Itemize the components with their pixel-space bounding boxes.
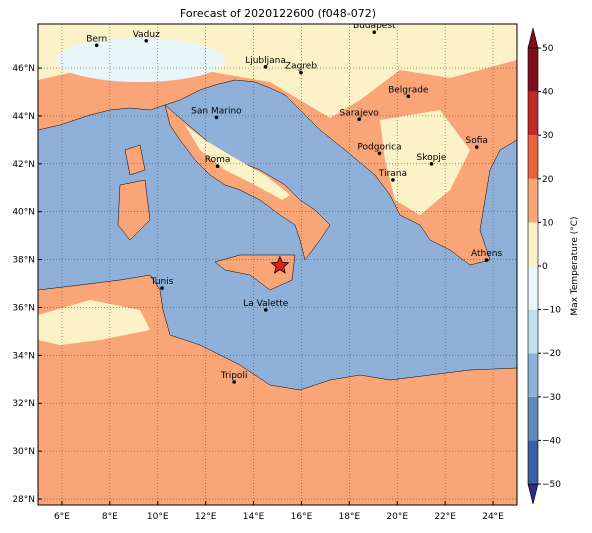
y-tick-label: 38°N bbox=[12, 256, 35, 266]
italy-inland bbox=[185, 125, 290, 200]
city-label: Tirana bbox=[378, 169, 407, 179]
x-tick-label: 12°E bbox=[195, 512, 217, 522]
city-label: Tripoli bbox=[220, 371, 248, 381]
city-dot bbox=[232, 380, 236, 384]
colorbar-tick-label: −10 bbox=[542, 306, 561, 316]
map-title: Forecast of 2020122600 (f048-072) bbox=[180, 7, 376, 20]
colorbar-extend-low bbox=[527, 483, 539, 505]
colorbar-tick-label: 0 bbox=[542, 262, 548, 272]
city-label: Roma bbox=[205, 155, 231, 165]
y-tick-label: 46°N bbox=[12, 64, 35, 74]
y-tick-label: 44°N bbox=[12, 112, 35, 122]
city-dot bbox=[474, 145, 479, 149]
colorbar-segment bbox=[528, 91, 538, 136]
land-corsica bbox=[124, 144, 146, 176]
colorbar-segment bbox=[528, 353, 538, 397]
city-dot bbox=[299, 70, 303, 75]
city-dot bbox=[406, 94, 411, 99]
city-dot bbox=[94, 43, 99, 48]
city-label: Belgrade bbox=[388, 85, 429, 95]
city-label: Athens bbox=[471, 249, 502, 259]
map-frame bbox=[37, 23, 518, 506]
colorbar-tick-label: 40 bbox=[542, 88, 554, 98]
city-label: Zagreb bbox=[285, 62, 317, 72]
city-dot bbox=[263, 308, 268, 312]
star-marker bbox=[270, 255, 290, 274]
y-tick-label: 36°N bbox=[12, 303, 35, 313]
x-tick-label: 24°E bbox=[482, 512, 504, 522]
colorbar-tick-label: 10 bbox=[542, 218, 554, 228]
city-label: Vaduz bbox=[133, 30, 160, 40]
city-dot bbox=[429, 162, 434, 166]
x-tick-label: 14°E bbox=[243, 512, 265, 522]
colorbar-segment bbox=[528, 48, 538, 92]
city-dot bbox=[160, 286, 164, 290]
x-tick-label: 6°E bbox=[54, 512, 70, 522]
colorbar-segment bbox=[528, 396, 538, 441]
x-tick-label: 8°E bbox=[102, 512, 118, 522]
x-tick-label: 20°E bbox=[386, 512, 408, 522]
colorbar-segment bbox=[528, 135, 538, 179]
y-tick-label: 30°N bbox=[12, 447, 35, 457]
city-label: Podgorica bbox=[357, 142, 401, 152]
colorbar-tick-label: 20 bbox=[542, 175, 554, 185]
cold-alps bbox=[55, 38, 225, 82]
y-tick-label: 28°N bbox=[12, 495, 35, 505]
colorbar-tick-label: 50 bbox=[542, 44, 554, 54]
colorbar-segment bbox=[528, 178, 538, 223]
city-label: Sofia bbox=[466, 136, 488, 146]
colorbar-segment bbox=[528, 222, 538, 266]
y-tick-label: 32°N bbox=[12, 399, 35, 409]
x-tick-label: 16°E bbox=[291, 512, 313, 522]
colorbar-tick-label: −40 bbox=[542, 436, 561, 446]
y-tick-label: 40°N bbox=[12, 208, 35, 218]
colorbar-extend-high bbox=[527, 27, 539, 49]
city-label: Skopje bbox=[417, 153, 447, 163]
city-dot bbox=[372, 30, 377, 34]
city-dot bbox=[357, 117, 361, 122]
colorbar: −50 −40 −30 −20 −10 0 10 20 30 40 50 bbox=[527, 27, 561, 505]
graticule bbox=[38, 24, 517, 505]
colorbar-segment bbox=[528, 309, 538, 354]
y-tick-label: 42°N bbox=[12, 160, 35, 170]
warm-band-africa bbox=[38, 300, 150, 345]
city-label: Sarajevo bbox=[340, 108, 380, 118]
city-dot bbox=[263, 65, 268, 69]
city-dot bbox=[144, 38, 149, 43]
colorbar-tick-label: 30 bbox=[542, 131, 554, 141]
balkan-inland bbox=[380, 110, 470, 215]
city-label: Ljubljana bbox=[245, 56, 286, 66]
city-dot bbox=[377, 151, 382, 156]
axis-ticks: 6°E 8°E 10°E 12°E 14°E 16°E 18°E 20°E 22°E 24°E 28… bbox=[12, 64, 504, 522]
colorbar-label: Max Temperature (°C) bbox=[570, 216, 580, 315]
city-dot bbox=[484, 258, 489, 262]
y-tick-label: 34°N bbox=[12, 351, 35, 361]
x-tick-label: 22°E bbox=[434, 512, 456, 522]
colorbar-segment bbox=[528, 440, 538, 484]
city-label: San Marino bbox=[191, 106, 242, 116]
colorbar-segment bbox=[528, 266, 538, 310]
city-label: La Valette bbox=[243, 299, 288, 309]
city-dot bbox=[215, 164, 220, 169]
city-dot bbox=[214, 115, 219, 120]
colorbar-tick-label: −30 bbox=[542, 393, 561, 403]
city-label: Tunis bbox=[150, 277, 174, 287]
land-sardinia bbox=[117, 179, 151, 241]
colorbar-tick-label: −20 bbox=[542, 349, 561, 359]
city-label: Bern bbox=[86, 34, 107, 44]
city-dot bbox=[391, 178, 395, 182]
x-tick-label: 18°E bbox=[339, 512, 361, 522]
city-label: Budapest bbox=[353, 21, 396, 31]
x-tick-label: 10°E bbox=[147, 512, 169, 522]
colorbar-tick-label: −50 bbox=[542, 480, 561, 490]
